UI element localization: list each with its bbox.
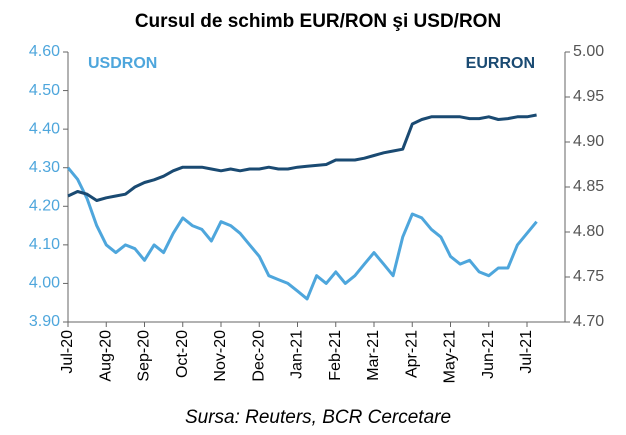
x-tick-label: Sep-20 <box>136 330 153 382</box>
x-tick-label: Mar-21 <box>365 330 382 381</box>
y-tick-label: 3.90 <box>29 313 60 330</box>
x-tick-label: May-21 <box>442 330 459 383</box>
line-series <box>66 166 538 301</box>
chart-title: Cursul de schimb EUR/RON şi USD/RON <box>135 11 501 32</box>
x-tick-label: Apr-21 <box>403 330 420 378</box>
y-tick-label: 4.00 <box>29 275 60 292</box>
x-tick-label: Aug-20 <box>97 330 114 382</box>
x-tick-label: Jun-21 <box>480 330 497 379</box>
y-tick-label: 4.10 <box>29 236 60 253</box>
x-tick-label: Oct-20 <box>174 330 191 378</box>
line-series <box>67 113 537 202</box>
y-tick-label: 4.40 <box>29 120 60 137</box>
y2-tick-label: 4.85 <box>573 178 604 195</box>
y2-tick-label: 4.75 <box>573 268 604 285</box>
x-tick-label: Jan-21 <box>289 330 306 379</box>
y-tick-label: 4.30 <box>29 159 60 176</box>
x-tick-label: Nov-20 <box>212 330 229 382</box>
y-tick-label: 4.50 <box>29 82 60 99</box>
x-tick-label: Jul-20 <box>59 330 76 374</box>
y2-tick-label: 4.70 <box>573 313 604 330</box>
legend-label: EURRON <box>466 55 535 72</box>
y-tick-label: 4.60 <box>29 43 60 60</box>
y2-tick-label: 4.90 <box>573 133 604 150</box>
x-tick-label: Dec-20 <box>250 330 267 382</box>
x-tick-label: Jul-21 <box>518 330 535 374</box>
source: Sursa: Reuters, BCR Cercetare <box>185 407 451 428</box>
y-tick-label: 4.20 <box>29 198 60 215</box>
y2-tick-label: 5.00 <box>573 43 604 60</box>
y2-tick-label: 4.95 <box>573 88 604 105</box>
legend-label: USDRON <box>88 55 157 72</box>
y2-tick-label: 4.80 <box>573 223 604 240</box>
x-tick-label: Feb-21 <box>327 330 344 381</box>
